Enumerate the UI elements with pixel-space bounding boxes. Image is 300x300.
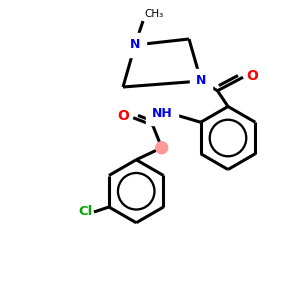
Text: Cl: Cl (79, 205, 93, 218)
Circle shape (156, 142, 168, 154)
Text: N: N (130, 38, 140, 52)
Text: O: O (118, 109, 130, 123)
Text: O: O (247, 69, 259, 83)
Text: N: N (196, 74, 206, 88)
Text: NH: NH (152, 107, 172, 120)
Text: CH₃: CH₃ (144, 9, 163, 19)
